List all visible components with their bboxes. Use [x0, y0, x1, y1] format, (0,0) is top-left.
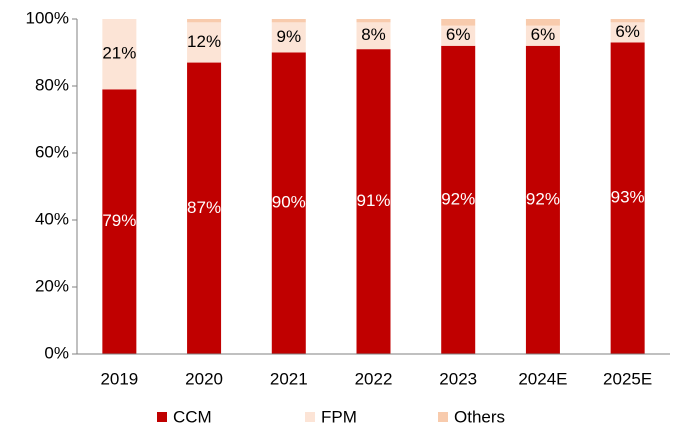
bar-segment: [187, 19, 222, 23]
x-tick-label: 2020: [185, 369, 223, 388]
data-label: 92%: [441, 189, 475, 208]
bar-segment: [610, 19, 645, 23]
data-label: 21%: [102, 44, 136, 63]
y-tick-label: 0%: [44, 343, 69, 362]
bar-segment: [441, 45, 476, 355]
x-tick-label: 2022: [355, 369, 393, 388]
x-tick-label: 2019: [100, 369, 138, 388]
data-label: 92%: [526, 189, 560, 208]
y-tick-label: 60%: [35, 142, 69, 161]
data-label: 79%: [102, 211, 136, 230]
bar-segment: [271, 19, 306, 23]
x-tick-label: 2023: [439, 369, 477, 388]
data-label: 87%: [187, 198, 221, 217]
bar-segment: [102, 89, 137, 354]
bar-segment: [356, 19, 391, 23]
data-label: 90%: [272, 193, 306, 212]
bar-segment: [102, 19, 137, 90]
data-label: 12%: [187, 32, 221, 51]
bar-segment: [271, 22, 306, 53]
legend-marker: [438, 412, 448, 422]
data-label: 91%: [356, 191, 390, 210]
legend-label: FPM: [321, 407, 357, 426]
bar-segment: [441, 25, 476, 46]
data-label: 9%: [276, 27, 301, 46]
bar-segment: [356, 22, 391, 50]
data-label: 6%: [531, 25, 556, 44]
x-tick-label: 2024E: [518, 369, 567, 388]
bar-segment: [271, 52, 306, 354]
bar-segment: [356, 49, 391, 355]
bar-segment: [525, 25, 560, 46]
bar-segment: [610, 42, 645, 354]
x-tick-label: 2021: [270, 369, 308, 388]
legend-label: CCM: [173, 407, 212, 426]
legend-marker: [157, 412, 167, 422]
y-tick-label: 20%: [35, 276, 69, 295]
bar-segment: [525, 45, 560, 355]
data-label: 8%: [361, 25, 386, 44]
bar-segment: [525, 19, 560, 26]
data-label: 6%: [446, 25, 471, 44]
x-tick-label: 2025E: [603, 369, 652, 388]
data-label: 6%: [615, 22, 640, 41]
y-tick-label: 100%: [26, 8, 69, 27]
y-tick-label: 40%: [35, 209, 69, 228]
bar-segment: [187, 62, 222, 355]
data-label: 93%: [611, 188, 645, 207]
bar-segment: [610, 22, 645, 43]
y-tick-label: 80%: [35, 75, 69, 94]
bar-segment: [187, 22, 222, 63]
legend-label: Others: [454, 407, 505, 426]
bar-segment: [441, 19, 476, 26]
legend-marker: [305, 412, 315, 422]
